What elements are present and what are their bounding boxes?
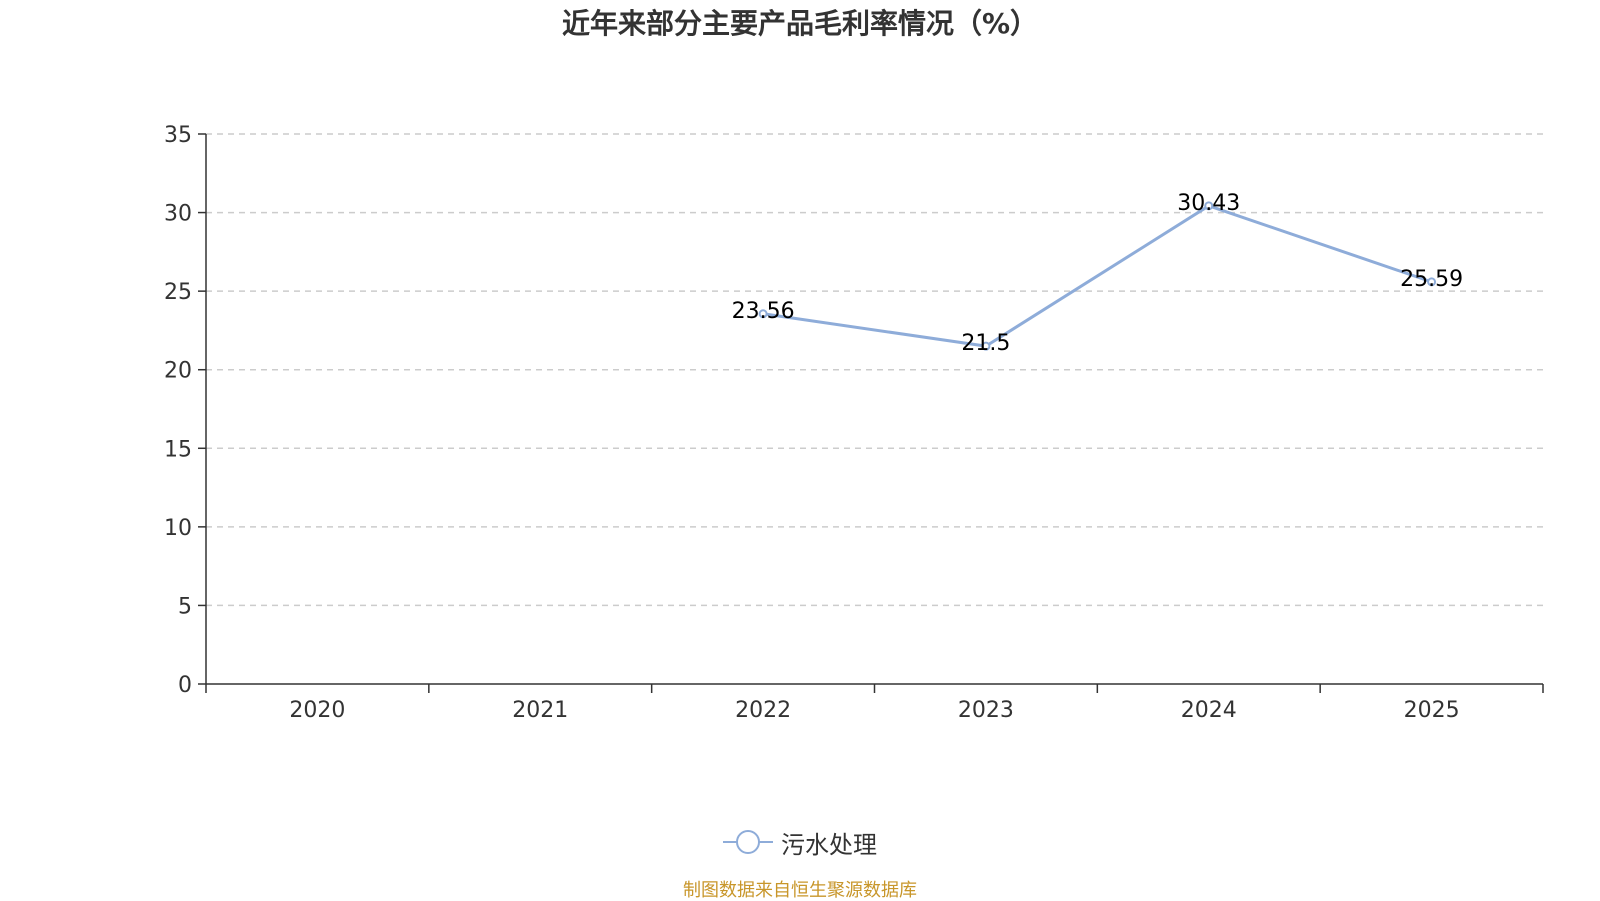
y-tick-label: 10 — [164, 516, 192, 541]
y-tick-label: 25 — [164, 280, 192, 305]
chart-title: 近年来部分主要产品毛利率情况（%） — [561, 7, 1039, 40]
x-tick-label: 2024 — [1181, 698, 1237, 723]
y-tick-label: 5 — [178, 594, 192, 619]
legend-circle-icon — [736, 830, 760, 854]
x-tick-label: 2022 — [735, 698, 791, 723]
x-tick-label: 2025 — [1404, 698, 1460, 723]
legend-line-marker-icon — [723, 830, 773, 854]
data-label: 23.56 — [732, 299, 795, 324]
y-tick-label: 30 — [164, 202, 192, 227]
data-point — [758, 309, 768, 319]
legend[interactable]: 污水处理 — [0, 822, 1600, 862]
source-note: 制图数据来自恒生聚源数据库 — [683, 880, 917, 901]
data-label: 21.5 — [961, 331, 1010, 356]
y-tick-label: 0 — [178, 673, 192, 698]
legend-label[interactable]: 污水处理 — [781, 830, 877, 859]
data-label: 30.43 — [1177, 191, 1240, 216]
data-labels: 23.56 21.5 30.43 25.59 — [732, 191, 1463, 356]
x-tick-label: 2020 — [289, 698, 345, 723]
data-point — [1427, 277, 1437, 287]
grid-lines — [206, 133, 1543, 607]
data-label: 25.59 — [1400, 267, 1463, 292]
x-tick-label: 2023 — [958, 698, 1014, 723]
y-tick-label: 15 — [164, 437, 192, 462]
y-tick-label: 20 — [164, 359, 192, 384]
series-line — [761, 204, 1434, 348]
y-tick-label: 35 — [164, 123, 192, 148]
series-lines — [758, 201, 1437, 351]
data-point — [981, 341, 991, 351]
x-tick-label: 2021 — [512, 698, 568, 723]
data-point — [1204, 201, 1214, 211]
